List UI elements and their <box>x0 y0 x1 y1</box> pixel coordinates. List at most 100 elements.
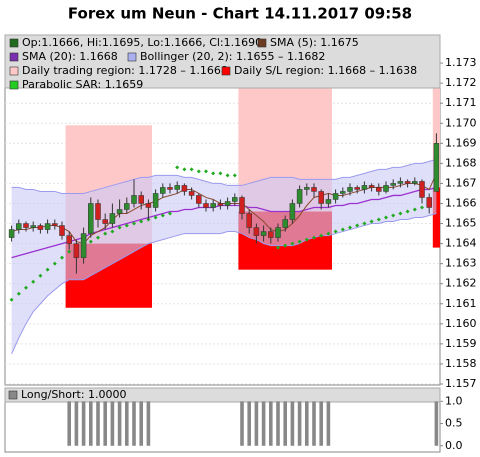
sar-dot <box>117 225 122 230</box>
candle-body <box>376 187 382 192</box>
candle-body <box>210 203 216 208</box>
legend-swatch <box>127 52 137 62</box>
y-tick-label: 1.166 <box>445 196 477 209</box>
sar-dot <box>160 213 165 218</box>
long-short-bar <box>283 401 287 446</box>
sar-dot <box>355 223 360 228</box>
sar-dot <box>103 231 108 236</box>
candle-body <box>325 199 332 204</box>
sar-dot <box>60 255 64 260</box>
legend-label: Daily S/L region: 1.1668 – 1.1638 <box>234 64 417 77</box>
candle-body <box>188 191 195 196</box>
candle-body <box>260 231 267 236</box>
candle-body <box>167 187 173 190</box>
legend-swatch <box>257 38 267 48</box>
long-short-bar <box>146 401 151 446</box>
long-short-bar <box>240 401 244 446</box>
candle-body <box>30 225 36 228</box>
candle-body <box>275 227 281 238</box>
sub-legend-box <box>4 387 441 403</box>
sar-dot <box>369 219 374 224</box>
long-short-bar <box>117 401 122 446</box>
candle-body <box>246 213 252 228</box>
candle-body <box>419 181 425 198</box>
candle-body <box>347 187 353 192</box>
sar-dot <box>326 231 331 236</box>
candle-body <box>217 203 224 206</box>
sl-region <box>432 187 440 248</box>
sub-y-tick-label: 1.0 <box>445 394 463 407</box>
sar-dot <box>312 235 316 240</box>
sar-dot <box>88 239 93 244</box>
sar-dot <box>412 207 417 212</box>
axis: 1.157 1.158 1.159 1.160 1.161 1.162 1.163 1.164… <box>440 56 477 390</box>
bollinger-fill <box>11 159 437 354</box>
candle-body <box>289 203 296 220</box>
long-short-bar <box>96 401 100 446</box>
legend-label: Daily trading region: 1.1728 – 1.1668 <box>22 64 228 77</box>
plot <box>5 62 440 385</box>
sar-dot <box>290 241 295 246</box>
sar-dot <box>333 229 338 234</box>
y-tick-label: 1.163 <box>445 257 477 270</box>
sar-dot <box>218 171 223 176</box>
candle-body <box>44 223 51 230</box>
legend-label: SMA (20): 1.1668 <box>22 50 118 63</box>
long-short-bar <box>139 401 143 446</box>
legend-swatch <box>9 52 19 62</box>
long-short-bar <box>247 401 251 446</box>
sar-dot <box>319 233 324 238</box>
sar-dot <box>232 173 237 178</box>
candle-body <box>368 185 375 188</box>
sar-dot <box>67 249 72 254</box>
long-short-bar <box>326 401 331 446</box>
candle-body <box>340 191 346 194</box>
candle-body <box>239 197 245 214</box>
candle-body <box>318 191 324 204</box>
candle-body <box>59 225 65 236</box>
candle-body <box>354 187 360 190</box>
candle-body <box>109 213 116 224</box>
legend-label: Parabolic SAR: 1.1659 <box>22 78 143 91</box>
legend-swatch <box>9 66 19 76</box>
sar-dot <box>196 169 201 174</box>
long-short-bar <box>319 401 323 446</box>
candle-body <box>268 231 274 238</box>
sar-dot <box>362 221 367 226</box>
candle-body <box>203 203 209 208</box>
candle-body <box>311 187 317 192</box>
sar-dot <box>276 245 280 250</box>
y-tick-label: 1.168 <box>445 156 477 169</box>
legend-box <box>4 34 441 89</box>
sar-dot <box>9 297 14 302</box>
candle-body <box>37 225 44 230</box>
candle-body <box>138 195 144 204</box>
sar-dot <box>132 221 136 226</box>
bollinger-upper <box>11 158 437 194</box>
long-short-bar <box>297 401 302 446</box>
long-short-bar <box>261 401 266 446</box>
y-tick-label: 1.158 <box>445 357 477 370</box>
sar-dot <box>175 165 180 170</box>
candle-body <box>102 219 108 224</box>
sub-y-tick-label: 0.5 <box>445 417 463 430</box>
sar-dot <box>384 215 388 220</box>
long-short-bar <box>67 401 71 446</box>
sar-dot <box>204 169 208 174</box>
candle-body <box>412 181 418 184</box>
legend-label: Bollinger (20, 2): 1.1655 – 1.1682 <box>140 50 325 63</box>
candle-body <box>124 203 130 210</box>
sar-dot <box>297 239 302 244</box>
long-short-bar <box>89 401 93 446</box>
candle-body <box>332 193 339 200</box>
sar-dot <box>211 171 216 176</box>
candle-body <box>131 195 137 204</box>
candle-body <box>304 187 310 190</box>
long-short-bar <box>74 401 79 446</box>
sar-dot <box>348 225 352 230</box>
sar-dot <box>168 211 172 216</box>
candle-body <box>160 187 166 194</box>
candle-body <box>80 233 87 258</box>
legend-swatch <box>9 38 19 48</box>
